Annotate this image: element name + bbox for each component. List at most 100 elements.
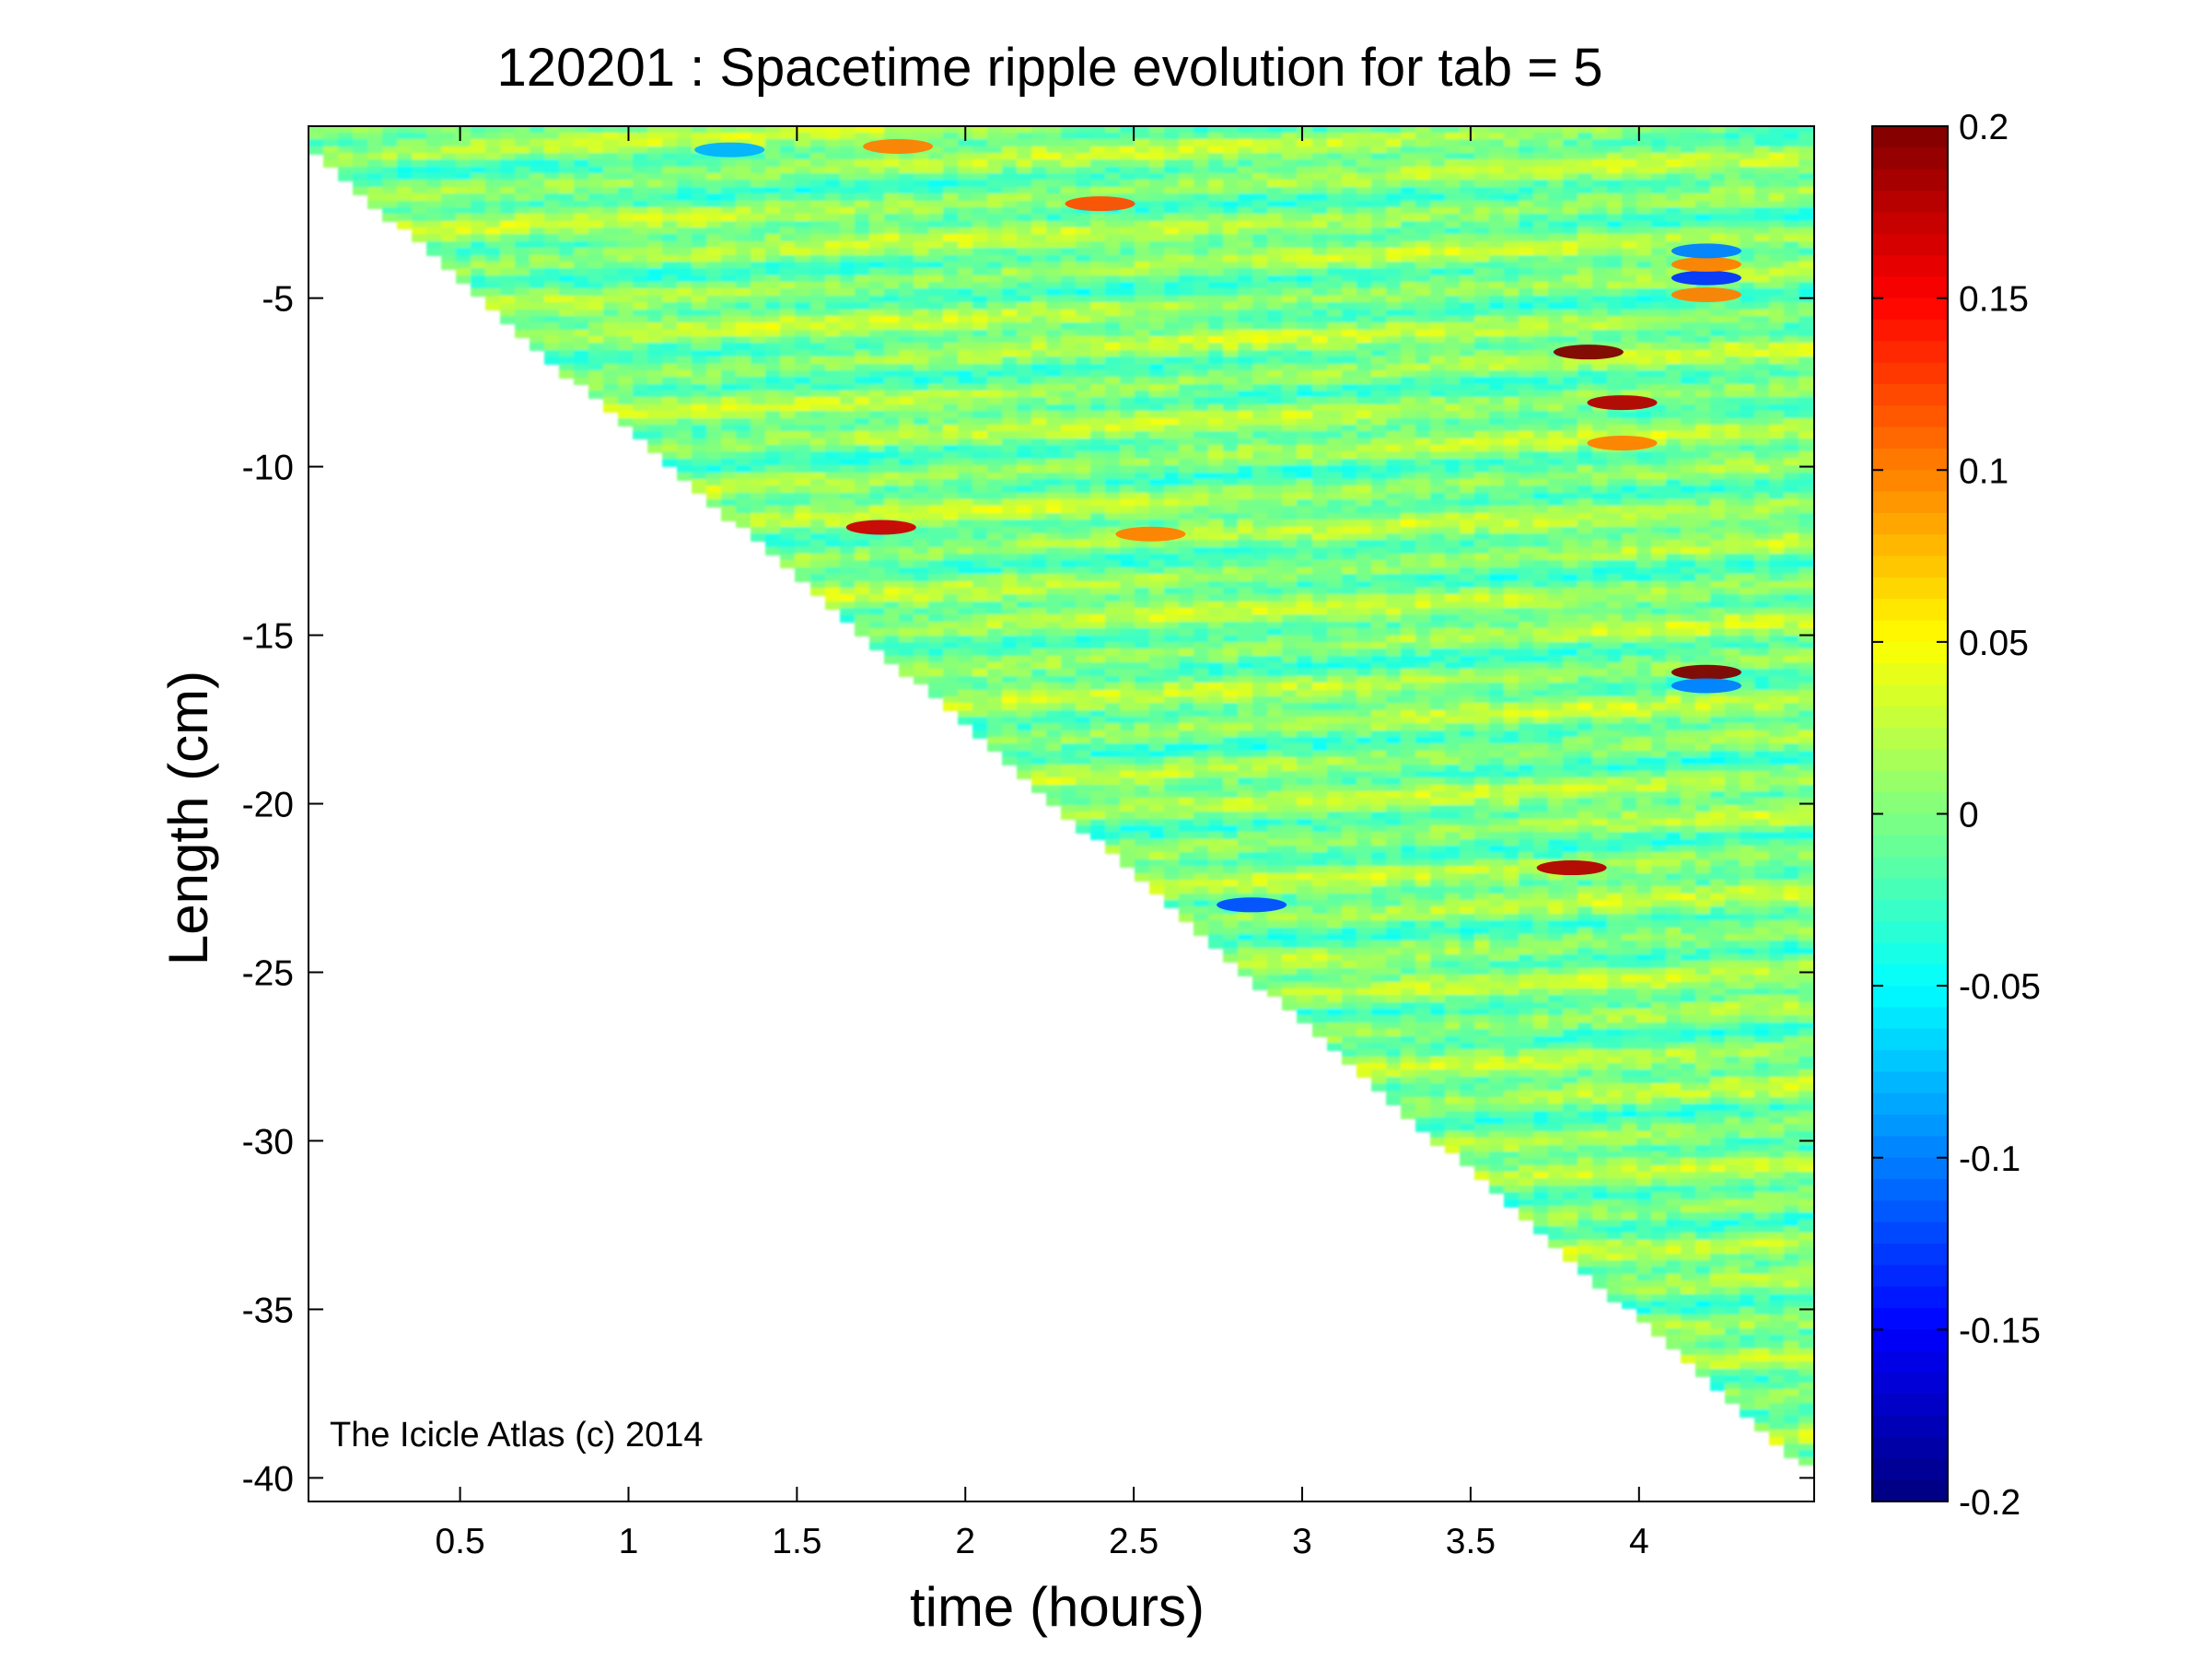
heatmap-cell [1046,628,1063,637]
heatmap-cell [677,384,693,392]
heatmap-cell [618,228,634,236]
heatmap-cell [618,180,634,188]
heatmap-cell [1120,343,1136,351]
heatmap-cell [1179,336,1195,345]
heatmap-cell [958,336,974,345]
heatmap-cell [1208,479,1225,487]
heatmap-cell [810,275,827,284]
heatmap-cell [1208,934,1225,942]
heatmap-cell [412,126,428,134]
heatmap-cell [1327,608,1344,616]
heatmap-cell [765,310,782,318]
heatmap-cell [972,547,989,555]
heatmap-cell [1208,765,1225,773]
heatmap-cell [1076,262,1092,270]
heatmap-cell [1312,234,1329,242]
heatmap-cell [1046,248,1063,256]
heatmap-cell [1061,703,1077,711]
heatmap-cell [1164,356,1181,365]
heatmap-cell [1238,730,1254,739]
heatmap-cell [1193,316,1210,324]
heatmap-cell [692,397,708,405]
heatmap-cell [1252,139,1269,147]
heatmap-cell [958,310,974,318]
heatmap-cell [1252,662,1269,671]
heatmap-cell [1208,920,1225,929]
heatmap-cell [1223,560,1240,568]
heatmap-cell [972,703,989,711]
heatmap-cell [500,316,517,324]
heatmap-cell [367,173,384,181]
heatmap-cell [1031,397,1048,405]
heatmap-cell [706,485,723,494]
heatmap-cell [972,336,989,345]
heatmap-cell [780,438,797,447]
heatmap-cell [515,187,531,195]
heatmap-cell [1149,819,1166,827]
heatmap-cell [780,322,797,331]
heatmap-cell [1046,473,1063,481]
heatmap-cell [1252,743,1269,752]
heatmap-cell [1223,859,1240,868]
heatmap-cell [515,159,531,168]
heatmap-cell [1238,167,1254,175]
heatmap-cell [840,513,856,521]
heatmap-cell [588,153,605,161]
heatmap-cell [972,126,989,134]
heatmap-cell [914,588,930,596]
heatmap-cell [1312,968,1329,976]
heatmap-cell [810,581,827,590]
heatmap-cell [1312,404,1329,413]
heatmap-cell [1105,330,1122,338]
heatmap-cell [1135,608,1151,616]
heatmap-cell [1267,153,1284,161]
heatmap-cell [1282,765,1298,773]
heatmap-cell [795,356,811,365]
heatmap-cell [1061,751,1077,759]
heatmap-cell [618,288,634,297]
heatmap-cell [943,384,960,392]
heatmap-cell [1135,839,1151,847]
heatmap-cell [1193,710,1210,719]
heatmap-cell [1002,425,1019,433]
heatmap-cell [1164,126,1181,134]
heatmap-cell [855,547,871,555]
heatmap-cell [810,438,827,447]
heatmap-cell [1312,982,1329,990]
heatmap-cell [1031,431,1048,439]
heatmap-cell [1297,506,1313,514]
heatmap-cell [1002,690,1019,698]
heatmap-cell [1017,581,1033,590]
heatmap-cell [1002,451,1019,460]
heatmap-cell [618,364,634,372]
heatmap-cell [662,282,679,290]
heatmap-cell [958,560,974,568]
heatmap-cell [1252,133,1269,141]
heatmap-cell [1002,391,1019,399]
heatmap-cell [1238,710,1254,719]
heatmap-cell [1149,751,1166,759]
heatmap-cell [1223,588,1240,596]
heatmap-cell [1135,737,1151,745]
heatmap-cell [1238,648,1254,657]
heatmap-cell [721,506,738,514]
heatmap-cell [825,391,842,399]
heatmap-cell [1076,459,1092,467]
heatmap-cell [1342,377,1358,385]
heatmap-cell [1002,167,1019,175]
heatmap-cell [825,533,842,542]
heatmap-cell [1312,316,1329,324]
heatmap-cell [647,384,664,392]
heatmap-cell [1267,275,1284,284]
heatmap-cell [1090,173,1107,181]
heatmap-cell [1002,513,1019,521]
heatmap-cell [1208,906,1225,915]
heatmap-cell [899,411,915,419]
heatmap-cell [1282,928,1298,936]
heatmap-cell [1252,886,1269,894]
heatmap-cell [618,370,634,379]
heatmap-cell [869,560,886,568]
heatmap-cell [692,201,708,209]
heatmap-cell [1031,520,1048,528]
heatmap-cell [914,228,930,236]
